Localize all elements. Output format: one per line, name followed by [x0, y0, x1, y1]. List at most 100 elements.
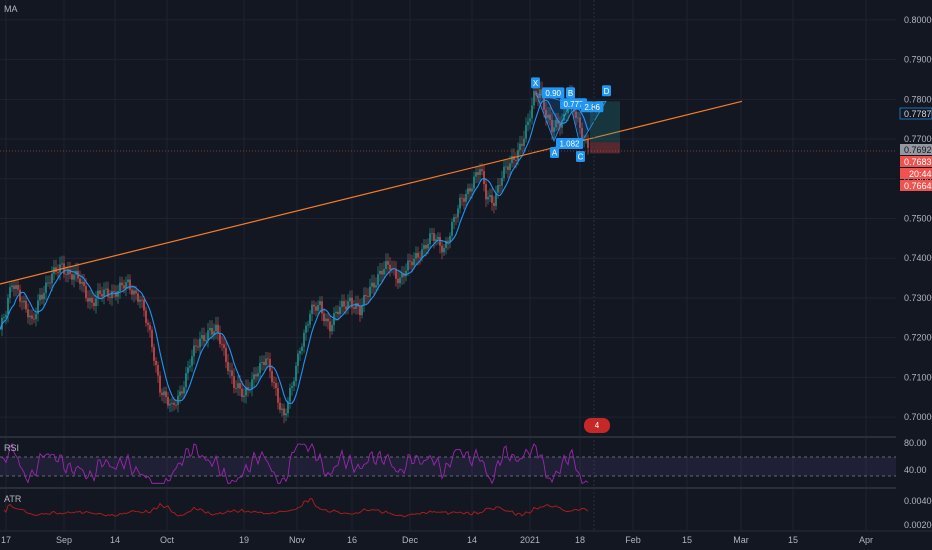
candle-body — [373, 282, 375, 288]
candle-body — [477, 172, 479, 175]
candle-body — [455, 217, 457, 219]
candle-body — [337, 311, 339, 315]
pattern-ratio-bd-box — [581, 101, 604, 113]
candle-body — [135, 290, 137, 294]
candle-body — [17, 285, 19, 290]
candle-body — [305, 325, 307, 333]
candle-body — [499, 185, 501, 186]
candle-body — [521, 143, 523, 146]
time-tick-label: Oct — [160, 535, 175, 545]
candle-body — [441, 245, 443, 253]
harmonic-pattern[interactable]: X A B C D 0.900.777 2.86 1.082 — [531, 77, 620, 163]
candle-body — [557, 120, 559, 124]
price-axis[interactable]: 0.800000.790000.780000.770000.760000.750… — [896, 0, 932, 530]
price-pane[interactable]: X A B C D 0.900.777 2.86 1.082 MA — [0, 4, 896, 424]
time-tick-label: 15 — [788, 535, 798, 545]
candle-body — [147, 322, 149, 326]
candle-body — [491, 195, 493, 203]
candle-body — [289, 387, 291, 402]
candle-body — [399, 277, 401, 284]
candle-body — [525, 125, 527, 139]
candle-body — [323, 313, 325, 322]
candle-body — [495, 192, 497, 206]
candle-body — [87, 298, 89, 302]
candle-body — [67, 269, 69, 275]
candle-body — [61, 263, 63, 265]
pattern-point-a: A — [552, 149, 558, 158]
candle-body — [389, 264, 391, 270]
candle-body — [331, 324, 333, 332]
candle-body — [273, 382, 275, 384]
time-tick-label: 2021 — [520, 535, 540, 545]
candle-body — [161, 392, 163, 396]
candle-body — [93, 302, 95, 307]
candle-body — [319, 301, 321, 306]
candle-body — [341, 301, 343, 307]
candle-body — [349, 297, 351, 302]
candle-body — [483, 171, 485, 185]
candle-body — [547, 114, 549, 119]
pattern-ratio-xd-box — [556, 138, 583, 150]
candle-body — [221, 343, 223, 345]
candle-body — [175, 404, 177, 406]
candle-body — [527, 121, 529, 126]
candle-body — [7, 297, 9, 315]
candle-body — [191, 356, 193, 366]
candle-body — [45, 282, 47, 293]
event-badge[interactable]: 4 — [584, 418, 610, 433]
candle-body — [21, 301, 23, 303]
candle-body — [511, 156, 513, 164]
indicator-label: MA — [4, 4, 18, 14]
candle-body — [231, 370, 233, 377]
candle-body — [327, 318, 329, 322]
bid-price-box — [900, 156, 932, 167]
candle-body — [5, 314, 7, 318]
rsi-pane[interactable]: RSI — [0, 442, 896, 485]
candle-body — [215, 324, 217, 332]
time-tick-label: Dec — [402, 535, 419, 545]
candle-body — [497, 185, 499, 193]
trendline[interactable] — [0, 100, 743, 285]
candle-body — [43, 292, 45, 300]
candle-body — [107, 288, 109, 297]
atr-level-lower: 0.00200 — [904, 520, 932, 530]
candle-body — [539, 89, 541, 99]
candle-body — [253, 374, 255, 380]
candle-body — [291, 386, 293, 388]
candle-body — [243, 395, 245, 397]
rsi-line — [1, 442, 589, 485]
candle-body — [581, 127, 583, 141]
candle-body — [537, 95, 539, 99]
candle-body — [339, 306, 341, 315]
candle-body — [29, 315, 31, 318]
candle-body — [551, 119, 553, 132]
candle-body — [463, 198, 465, 202]
candle-body — [131, 289, 133, 295]
candle-body — [407, 260, 409, 271]
candle-body — [355, 303, 357, 309]
candle-body — [485, 184, 487, 200]
candle-body — [315, 306, 317, 311]
atr-title: ATR — [4, 494, 22, 504]
atr-pane[interactable]: ATR — [3, 494, 589, 518]
candle-body — [503, 166, 505, 179]
countdown-box — [900, 168, 932, 179]
candle-body — [467, 188, 469, 195]
time-tick-label: Feb — [625, 535, 641, 545]
candle-body — [379, 270, 381, 275]
candle-body — [533, 91, 535, 106]
grid-lines — [0, 0, 896, 530]
candle-body — [189, 365, 191, 368]
pattern-point-a-box — [550, 147, 559, 159]
time-axis[interactable]: 17 Sep 14 Oct 19 Nov 16 Dec 14 2021 18 Feb 15 Mar 15 Ap… — [0, 530, 932, 545]
candle-body — [313, 304, 315, 307]
pattern-point-c-box — [576, 151, 585, 163]
candle-body — [445, 240, 447, 248]
atr-line — [3, 498, 589, 518]
